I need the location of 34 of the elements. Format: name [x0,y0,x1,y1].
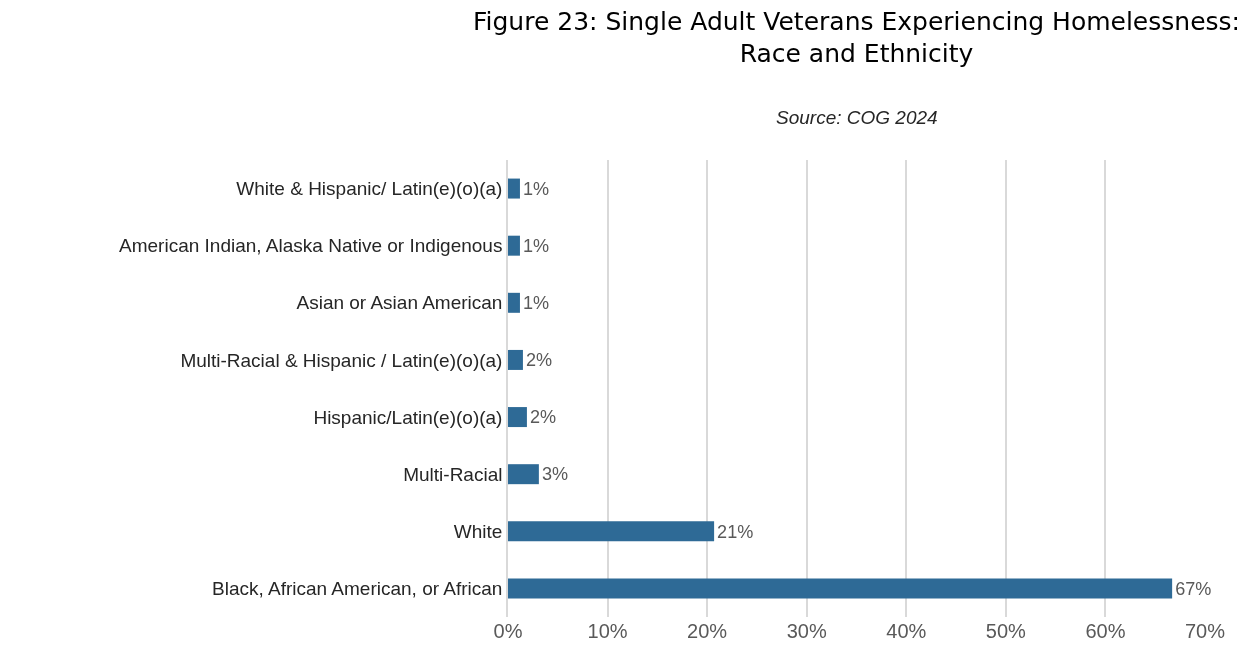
bar [508,464,539,485]
y-tick-label: White [453,520,503,542]
y-tick-label: White & Hispanic/ Latin(e)(o)(a) [236,178,503,200]
bar [508,178,520,199]
y-tick-label: Multi-Racial [403,463,503,485]
data-label: 3% [541,464,569,485]
x-tick-label: 60% [1085,620,1126,642]
data-label: 2% [525,350,553,371]
x-tick-label: 30% [786,620,827,642]
y-tick-label: Hispanic/Latin(e)(o)(a) [313,406,503,428]
y-tick-label: Asian or Asian American [296,292,503,314]
data-label: 21% [717,521,754,542]
y-tick-label: Black, African American, or African [212,578,503,600]
data-label: 2% [529,407,557,428]
bar [508,349,523,370]
y-tick-label: American Indian, Alaska Native or Indigenous [119,235,503,257]
x-tick-label: 0% [493,620,523,642]
y-tick-label: Multi-Racial & Hispanic / Latin(e)(o)(a) [180,349,503,371]
bar [508,235,520,256]
bar [508,521,715,542]
bar [508,578,1173,599]
x-tick-label: 40% [886,620,927,642]
bar [508,292,520,313]
source-note: Source: COG 2024 [776,107,938,128]
bar [508,407,527,428]
data-label: 67% [1175,578,1212,599]
chart-title: Figure 23: Single Adult Veterans Experiencing Homelessness: Race and Ethnicity [472,6,1241,69]
x-tick-label: 70% [1184,620,1226,642]
data-label: 1% [522,235,550,256]
data-label: 1% [522,293,550,313]
data-label: 1% [522,178,550,199]
x-tick-label: 10% [587,620,628,642]
x-tick-label: 50% [985,620,1027,642]
x-tick-label: 20% [687,620,728,642]
